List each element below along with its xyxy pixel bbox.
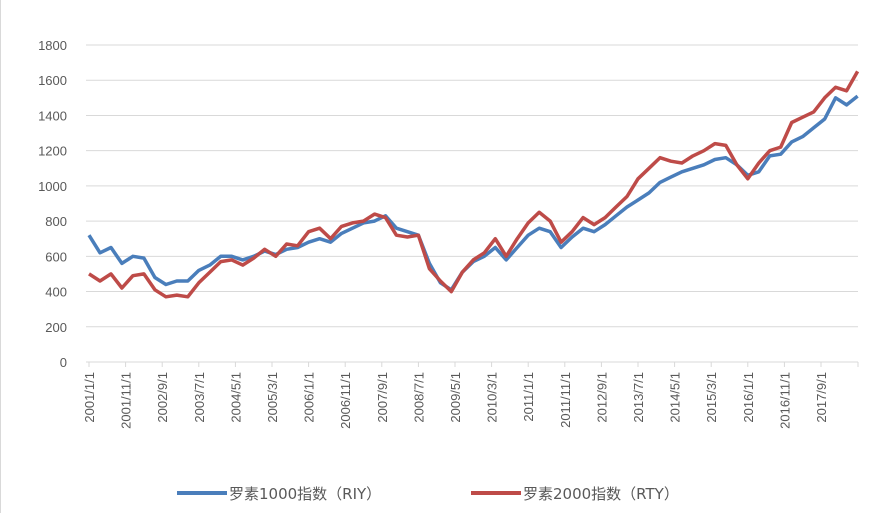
series-line-rty [88,70,860,299]
x-tick-label: 2009/5/1 [448,372,463,423]
legend: 罗素1000指数（RIY） 罗素2000指数（RTY） [177,485,679,503]
x-tick-label: 2016/1/1 [741,372,756,423]
x-tick-label: 2001/1/1 [82,372,97,423]
y-tick-label: 400 [45,285,67,300]
y-tick-label: 1600 [38,73,67,88]
x-tick-label: 2017/9/1 [814,372,829,423]
legend-label-riy: 罗素1000指数（RIY） [229,485,381,503]
y-tick-label: 200 [45,320,67,335]
x-tick-label: 2015/3/1 [704,372,719,423]
y-tick-label: 0 [60,355,67,370]
y-tick-label: 1400 [38,108,67,123]
x-tick-label: 2002/9/1 [155,372,170,423]
series-lines [87,70,860,299]
y-tick-label: 600 [45,249,67,264]
y-tick-label: 1800 [38,38,67,53]
y-axis: 0 200 400 600 800 1000 1200 1400 1600 1800 [38,38,67,370]
x-tick-label: 2004/5/1 [228,372,243,423]
x-tick-label: 2006/11/1 [338,372,353,429]
x-tick-label: 2012/9/1 [594,372,609,423]
y-tick-label: 1200 [38,144,67,159]
x-tick-label: 2007/9/1 [375,372,390,423]
legend-label-rty: 罗素2000指数（RTY） [523,485,679,503]
x-axis: 2001/1/1 2001/11/1 2002/9/1 2003/7/1 2004/5/… [82,361,859,429]
x-tick-label: 2001/11/1 [119,372,134,429]
x-tick-label: 2014/5/1 [668,372,683,423]
y-tick-label: 800 [45,214,67,229]
x-tick-label: 2010/3/1 [485,372,500,423]
x-tick-label: 2011/11/1 [558,372,573,428]
x-tick-label: 2003/7/1 [192,372,207,423]
x-tick-label: 2011/1/1 [521,372,536,422]
gridlines [86,44,858,328]
x-tick-label: 2006/1/1 [302,372,317,423]
x-tick-label: 2013/7/1 [631,372,646,423]
x-tick-label: 2016/11/1 [777,372,792,429]
x-tick-label: 2005/3/1 [265,372,280,423]
y-tick-label: 1000 [38,179,67,194]
x-tick-label: 2008/7/1 [411,372,426,423]
